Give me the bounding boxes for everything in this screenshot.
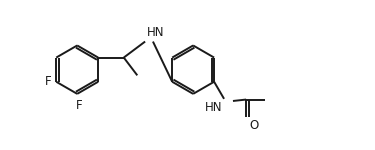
Text: F: F [76,99,82,112]
Text: HN: HN [147,26,164,39]
Text: HN: HN [205,101,223,114]
Text: F: F [45,75,52,88]
Text: O: O [250,120,259,132]
